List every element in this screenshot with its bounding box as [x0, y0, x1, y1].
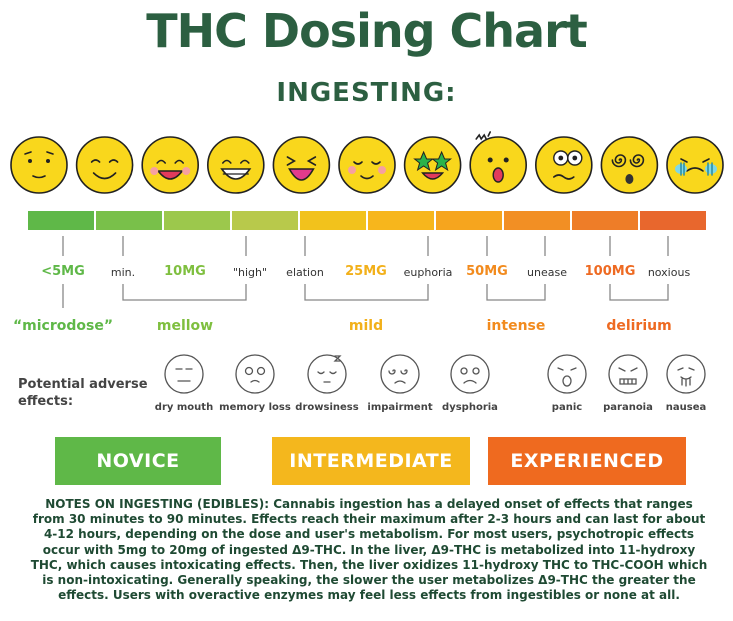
bar-segment — [164, 211, 230, 230]
level-label-mild: mild — [348, 318, 384, 334]
level-label-delirium: delirium — [606, 318, 672, 334]
bar-segment — [368, 211, 434, 230]
adverse-effect-label: panic — [551, 402, 583, 413]
drowsy-face-icon — [307, 354, 347, 394]
face-row — [10, 131, 724, 194]
dose-label-10mg: 10MG — [164, 264, 206, 279]
tick-label-elation: elation — [286, 266, 324, 279]
bar-segment — [572, 211, 638, 230]
tick-label-min: min. — [110, 266, 136, 279]
happy-face-icon — [141, 136, 199, 194]
sick-face-icon — [666, 136, 724, 194]
dose-label-50mg: 50MG — [466, 264, 508, 279]
tier-intermediate: INTERMEDIATE — [272, 437, 470, 485]
dose-scale-bar — [27, 211, 707, 230]
bar-segment — [300, 211, 366, 230]
confused-face-icon — [534, 136, 593, 194]
adverse-effect-label: paranoia — [603, 402, 653, 413]
section-subtitle: INGESTING: — [276, 78, 457, 108]
dysphoria-face-icon — [450, 354, 490, 394]
bar-segment — [28, 211, 94, 230]
nausea-face-icon — [666, 354, 706, 394]
page-title: THC Dosing Chart — [146, 4, 588, 58]
adverse-effect-label: memory loss — [219, 402, 291, 413]
dose-label-100mg: 100MG — [584, 264, 636, 279]
dizzy-face-icon — [600, 136, 659, 194]
grin-face-icon — [207, 136, 265, 194]
neutral-face-icon — [10, 136, 68, 194]
star-eyes-face-icon — [403, 136, 462, 194]
panic-face-icon — [547, 354, 587, 394]
dose-label-5mg: <5MG — [41, 264, 85, 279]
impaired-face-icon — [380, 354, 420, 394]
adverse-effect-label: dry mouth — [154, 402, 214, 413]
smile-face-icon — [75, 136, 134, 194]
tick-label-unease: unease — [527, 266, 567, 279]
notes-text: NOTES ON INGESTING (EDIBLES): Cannabis i… — [30, 497, 708, 603]
surprised-face-icon — [469, 131, 528, 194]
bar-segment — [640, 211, 706, 230]
level-label-mellow: mellow — [156, 318, 214, 334]
relaxed-face-icon — [338, 136, 396, 194]
adverse-effect-label: nausea — [665, 402, 707, 413]
adverse-effect-label: drowsiness — [295, 402, 359, 413]
dose-label-25mg: 25MG — [345, 264, 387, 279]
bar-segment — [504, 211, 570, 230]
tier-experienced: EXPERIENCED — [488, 437, 686, 485]
dry-mouth-face-icon — [164, 354, 204, 394]
level-label-intense: intense — [486, 318, 546, 334]
bar-segment — [232, 211, 298, 230]
laugh-face-icon — [272, 136, 331, 194]
level-label-microdose: “microdose” — [12, 318, 114, 334]
adverse-effects-label: Potential adverse effects: — [18, 377, 148, 409]
range-brackets — [62, 236, 669, 308]
tier-novice: NOVICE — [55, 437, 221, 485]
bar-segment — [96, 211, 162, 230]
adverse-effect-label: dysphoria — [442, 402, 498, 413]
bar-segment — [436, 211, 502, 230]
paranoia-face-icon — [608, 354, 648, 394]
tick-label-high: "high" — [232, 266, 268, 279]
tick-label-euphoria: euphoria — [403, 266, 453, 279]
tick-label-noxious: noxious — [647, 266, 691, 279]
adverse-effect-label: impairment — [367, 402, 433, 413]
memory-loss-face-icon — [235, 354, 275, 394]
